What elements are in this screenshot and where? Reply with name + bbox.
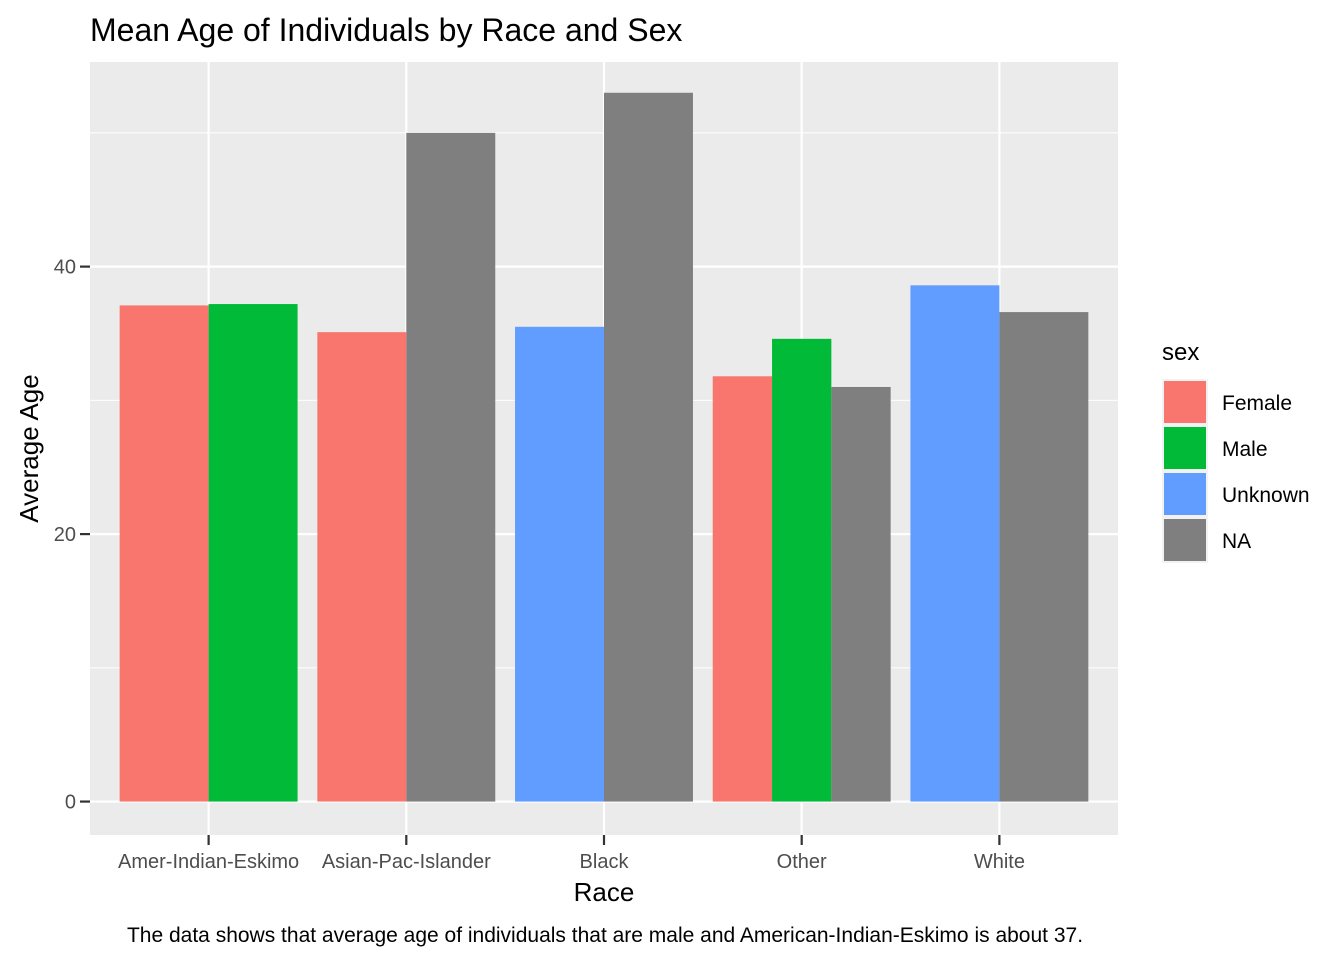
bar-amer-indian-eskimo-female	[119, 305, 209, 802]
chart-caption: The data shows that average age of indiv…	[127, 924, 1083, 947]
bar-other-male	[772, 338, 832, 802]
bar-other-na	[831, 386, 891, 802]
legend-swatch-unknown	[1164, 473, 1206, 515]
bar-black-unknown	[515, 326, 604, 802]
chart-title: Mean Age of Individuals by Race and Sex	[90, 12, 682, 48]
bar-white-na	[999, 312, 1089, 802]
bar-asian-pac-islander-female	[317, 332, 407, 802]
legend-swatch-na	[1164, 519, 1206, 561]
x-tick-label: Other	[777, 851, 827, 873]
legend-swatch-female	[1164, 381, 1206, 423]
bar-amer-indian-eskimo-male	[208, 304, 298, 802]
y-tick-label: 0	[65, 792, 76, 814]
legend-label-unknown: Unknown	[1222, 484, 1310, 507]
legend: sex Female Male Unknown NA	[1162, 339, 1310, 563]
legend-label-female: Female	[1222, 392, 1292, 415]
x-tick-label: Asian-Pac-Islander	[322, 851, 491, 873]
x-tick-label: White	[974, 851, 1025, 873]
x-axis-title: Race	[574, 877, 635, 907]
y-axis-title: Average Age	[14, 374, 44, 522]
y-axis: 0 20 40	[54, 257, 90, 814]
bars	[119, 92, 1089, 802]
legend-title: sex	[1162, 339, 1199, 366]
bar-white-unknown	[910, 285, 1000, 802]
legend-label-male: Male	[1222, 438, 1268, 461]
legend-swatch-male	[1164, 427, 1206, 469]
legend-label-na: NA	[1222, 530, 1251, 553]
x-tick-label: Black	[580, 851, 630, 873]
bar-black-na	[604, 92, 693, 802]
bar-asian-pac-islander-na	[406, 132, 496, 802]
x-tick-label: Amer-Indian-Eskimo	[118, 851, 299, 873]
y-tick-label: 20	[54, 524, 76, 546]
bar-other-female	[712, 376, 773, 802]
y-tick-label: 40	[54, 257, 76, 279]
x-axis: Amer-Indian-Eskimo Asian-Pac-Islander Blac…	[118, 835, 1025, 873]
